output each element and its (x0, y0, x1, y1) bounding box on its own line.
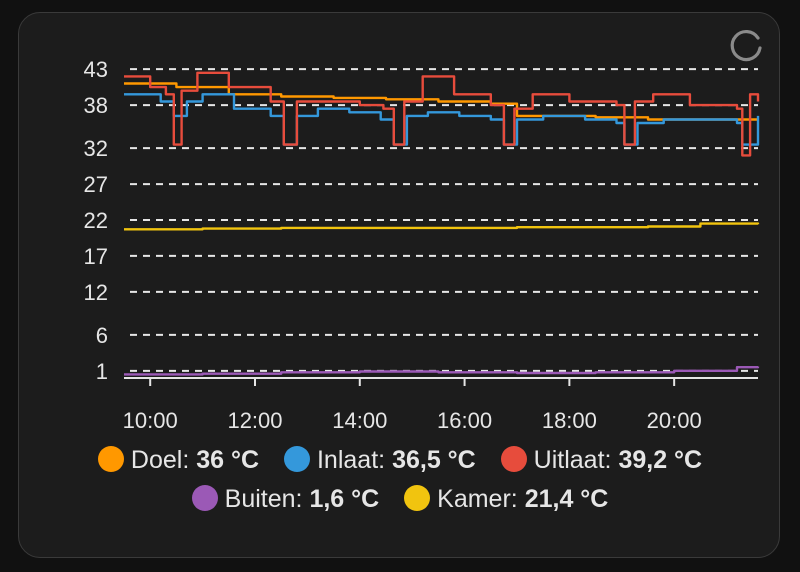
legend-dot-uitlaat (500, 446, 527, 472)
y-tick-label: 12 (84, 280, 108, 305)
series-line-doel[interactable] (124, 82, 758, 121)
legend-item-doel[interactable]: Doel: 36 °C (97, 446, 260, 475)
grid-lines (130, 68, 758, 372)
y-tick-label: 32 (84, 136, 108, 161)
y-tick-label: 27 (84, 172, 108, 197)
y-tick-label: 17 (84, 244, 108, 269)
legend-item-buiten[interactable]: Buiten: 1,6 °C (191, 485, 380, 514)
y-tick-label: 6 (96, 323, 108, 348)
y-tick-label: 43 (84, 57, 108, 82)
legend-row-1: Doel: 36 °C Inlaat: 36,5 °C Uitlaat: 39,… (0, 446, 800, 475)
refresh-icon[interactable] (726, 26, 766, 66)
y-tick-label: 1 (96, 359, 108, 384)
series-line-inlaat[interactable] (124, 93, 760, 146)
legend-name: Doel (130, 446, 183, 474)
x-tick-label: 12:00 (227, 408, 282, 433)
legend-value: 36 °C (196, 446, 260, 474)
legend-dot-kamer (404, 485, 431, 511)
series-line-uitlaat[interactable] (124, 71, 760, 157)
y-tick-label: 38 (84, 93, 108, 118)
legend-value: 21,4 °C (524, 485, 609, 513)
legend-value: 36,5 °C (392, 446, 476, 474)
x-axis: 10:00 12:00 14:00 16:00 18:00 20:00 (123, 377, 758, 433)
series-line-buiten[interactable] (124, 366, 760, 376)
legend-name: Buiten (224, 485, 296, 513)
legend-dot-inlaat (283, 446, 310, 472)
legend-item-uitlaat[interactable]: Uitlaat: 39,2 °C (500, 446, 703, 475)
y-tick-label: 22 (84, 208, 108, 233)
legend-item-kamer[interactable]: Kamer: 21,4 °C (404, 485, 608, 514)
history-graph-card (18, 12, 780, 558)
series-line-kamer[interactable] (124, 222, 760, 231)
x-tick-label: 20:00 (647, 408, 702, 433)
legend-value: 39,2 °C (618, 446, 703, 474)
legend-value: 1,6 °C (309, 485, 380, 513)
legend-dot-doel (97, 446, 124, 472)
legend-name: Uitlaat (533, 446, 605, 474)
y-axis-ticks: 1 6 12 17 22 27 32 38 43 (84, 57, 108, 384)
legend-item-inlaat[interactable]: Inlaat: 36,5 °C (283, 446, 476, 475)
legend-name: Kamer (437, 485, 511, 513)
legend-dot-buiten (191, 485, 218, 511)
x-tick-label: 10:00 (123, 408, 178, 433)
x-tick-label: 18:00 (542, 408, 597, 433)
x-tick-label: 14:00 (332, 408, 387, 433)
x-tick-label: 16:00 (437, 408, 492, 433)
series-lines (124, 71, 760, 376)
legend-name: Inlaat (316, 446, 379, 474)
legend-row-2: Buiten: 1,6 °C Kamer: 21,4 °C (0, 485, 800, 514)
line-chart: 1 6 12 17 22 27 32 38 43 10:00 12:00 14:00 16:00 18:… (84, 57, 760, 433)
